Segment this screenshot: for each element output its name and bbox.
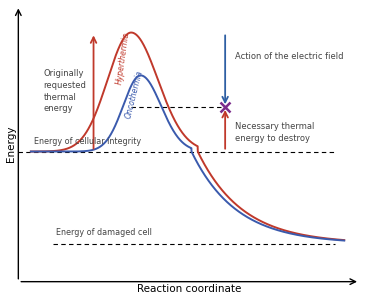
Text: Action of the electric field: Action of the electric field <box>235 52 343 61</box>
X-axis label: Reaction coordinate: Reaction coordinate <box>137 284 241 294</box>
Text: Originally
requested
thermal
energy: Originally requested thermal energy <box>44 69 86 113</box>
Text: Energy of cellular integrity: Energy of cellular integrity <box>34 137 141 146</box>
Y-axis label: Energy: Energy <box>6 125 15 162</box>
Text: Hyperthermia: Hyperthermia <box>115 31 131 85</box>
Text: Necessary thermal
energy to destroy: Necessary thermal energy to destroy <box>235 122 314 143</box>
Text: Oncothermia: Oncothermia <box>124 70 145 120</box>
Text: Energy of damaged cell: Energy of damaged cell <box>56 228 152 237</box>
